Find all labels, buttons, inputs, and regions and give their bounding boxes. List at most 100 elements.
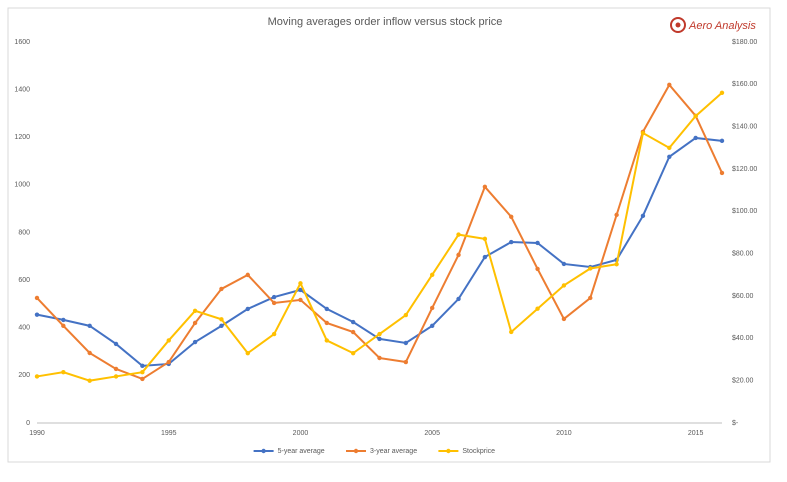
data-point	[614, 262, 619, 267]
data-point	[403, 340, 409, 346]
data-point	[377, 331, 382, 337]
legend-label: 5-year average	[278, 448, 325, 455]
y-tick-label: 0	[26, 420, 30, 427]
x-tick-label: 2015	[688, 430, 704, 437]
legend-swatch	[446, 448, 451, 454]
x-tick-label: 2005	[424, 430, 440, 437]
data-point	[456, 232, 461, 237]
data-point	[140, 370, 145, 375]
data-point	[377, 336, 382, 342]
y2-tick-label: $140.00	[732, 124, 757, 131]
legend-swatch	[353, 448, 359, 454]
data-point	[482, 184, 488, 189]
x-tick-label: 1990	[29, 430, 45, 437]
data-point	[298, 281, 303, 286]
logo-text: Aero Analysis	[688, 20, 756, 32]
data-point	[34, 295, 40, 301]
data-point	[561, 283, 567, 288]
data-point	[87, 323, 92, 329]
y-tick-label: 1600	[14, 39, 30, 46]
data-point	[509, 239, 514, 245]
y2-tick-label: $40.00	[732, 335, 754, 342]
data-point	[403, 359, 409, 365]
legend-label: 3-year average	[370, 448, 417, 455]
data-point	[271, 294, 277, 300]
y2-tick-label: $-	[732, 420, 739, 427]
data-point	[377, 355, 382, 361]
data-point	[561, 316, 567, 322]
data-point	[324, 320, 330, 326]
y2-tick-label: $100.00	[732, 208, 757, 215]
data-point	[456, 296, 461, 302]
y2-tick-label: $160.00	[732, 81, 757, 88]
data-point	[429, 305, 435, 311]
y-tick-label: 800	[18, 229, 30, 236]
y2-tick-label: $60.00	[732, 293, 754, 300]
data-point	[324, 306, 330, 312]
y2-tick-label: $180.00	[732, 39, 757, 46]
data-point	[61, 317, 66, 323]
data-point	[324, 338, 330, 343]
data-point	[350, 319, 356, 325]
y2-tick-label: $20.00	[732, 378, 754, 385]
data-point	[429, 323, 435, 329]
data-point	[298, 297, 303, 303]
data-point	[667, 82, 672, 88]
data-point	[561, 261, 567, 267]
data-point	[719, 138, 725, 144]
data-point	[509, 214, 514, 219]
data-point	[350, 350, 356, 356]
data-point	[719, 170, 725, 176]
legend-label: Stockprice	[462, 448, 495, 455]
data-point	[693, 135, 698, 141]
data-point	[140, 376, 145, 382]
data-point	[693, 113, 698, 119]
y-tick-label: 400	[18, 325, 30, 332]
y-tick-label: 1400	[14, 86, 30, 93]
data-point	[640, 213, 646, 219]
data-point	[192, 339, 198, 345]
data-point	[245, 306, 250, 312]
data-point	[482, 254, 488, 260]
x-tick-label: 2000	[293, 430, 309, 437]
data-point	[298, 287, 303, 293]
data-point	[192, 308, 198, 314]
data-point	[166, 338, 171, 343]
data-point	[588, 266, 593, 271]
logo-icon	[675, 22, 681, 28]
data-point	[719, 90, 725, 96]
y2-tick-label: $120.00	[732, 166, 757, 173]
chart-title: Moving averages order inflow versus stoc…	[268, 16, 503, 28]
data-point	[61, 370, 66, 375]
data-point	[271, 300, 277, 306]
data-point	[509, 329, 514, 335]
data-point	[87, 350, 92, 356]
data-point	[482, 236, 488, 242]
data-point	[667, 145, 672, 151]
data-point	[535, 240, 540, 246]
y-tick-label: 1200	[14, 134, 30, 141]
data-point	[588, 295, 593, 301]
data-point	[113, 374, 119, 379]
y2-tick-label: $80.00	[732, 251, 754, 258]
data-point	[61, 323, 66, 329]
data-point	[87, 378, 92, 383]
data-point	[245, 272, 250, 278]
data-point	[429, 272, 435, 278]
x-tick-label: 1995	[161, 430, 177, 437]
data-point	[271, 331, 277, 337]
data-point	[667, 154, 672, 159]
x-tick-label: 2010	[556, 430, 572, 437]
data-point	[535, 266, 540, 272]
data-point	[34, 312, 40, 317]
data-point	[456, 252, 461, 258]
data-point	[192, 320, 198, 326]
y-tick-label: 1000	[14, 182, 30, 189]
data-point	[245, 350, 250, 356]
y-tick-label: 600	[18, 277, 30, 284]
data-point	[113, 366, 119, 372]
data-point	[219, 323, 224, 329]
data-point	[219, 317, 224, 322]
